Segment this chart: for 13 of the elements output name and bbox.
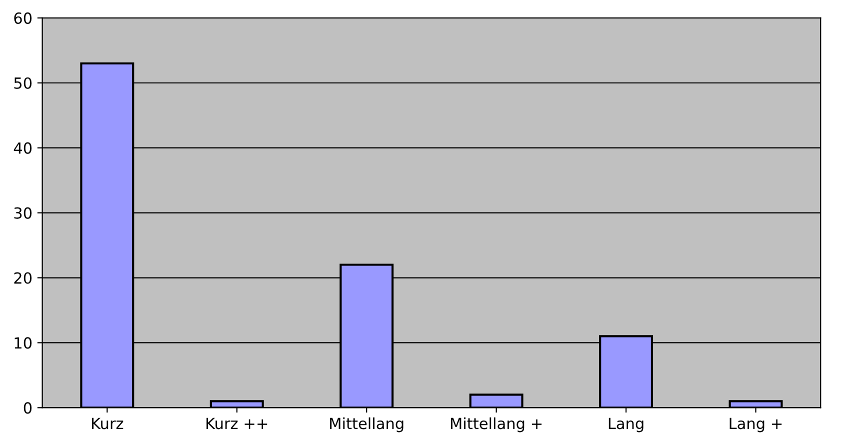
y-tick-label: 30 xyxy=(14,207,32,219)
x-tick-label: Mittellang xyxy=(330,417,404,432)
x-tick-label: Mittellang + xyxy=(450,417,542,432)
y-tick-label: 60 xyxy=(14,12,32,24)
y-tick-label: 10 xyxy=(14,337,32,349)
y-tick-label: 20 xyxy=(14,272,32,284)
y-tick-label: 0 xyxy=(24,402,32,414)
x-tick-label: Lang + xyxy=(730,418,782,432)
x-tick-label: Lang xyxy=(608,418,644,432)
y-tick-label: 40 xyxy=(14,142,32,154)
x-tick-label: Kurz xyxy=(92,418,124,430)
y-tick-label: 50 xyxy=(14,77,32,89)
x-tick-label: Kurz ++ xyxy=(206,418,268,430)
